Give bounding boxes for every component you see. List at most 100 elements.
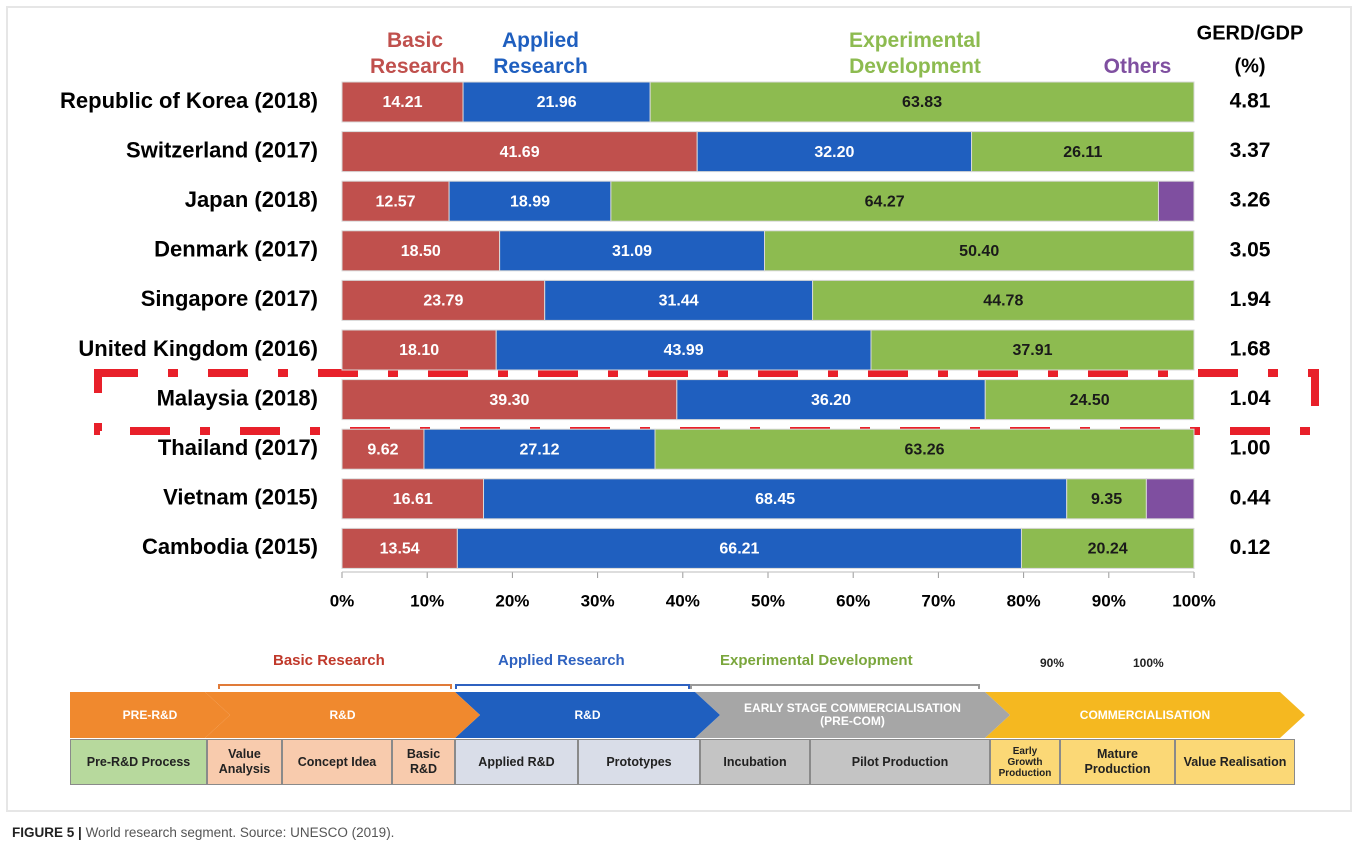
data-label: 39.30	[489, 392, 529, 409]
bar-segment	[341, 527, 458, 569]
bar-segment	[1157, 180, 1195, 222]
stage-label: Applied Research	[498, 652, 625, 669]
bar-segment	[483, 478, 1068, 520]
stage-label: Basic Research	[273, 652, 385, 669]
gerd-value: 1.00	[1230, 437, 1271, 460]
data-label: 27.12	[519, 441, 559, 458]
step-box: Basic R&D	[392, 739, 455, 785]
data-label: 63.83	[902, 94, 942, 111]
step-box: Incubation	[700, 739, 810, 785]
bracket	[455, 684, 690, 689]
gerd-value: 1.94	[1230, 288, 1271, 311]
step-box: Early Growth Production	[990, 739, 1060, 785]
phase-arrow: COMMERCIALISATION	[985, 692, 1305, 738]
step-box: Pilot Production	[810, 739, 990, 785]
gerd-unit: (%)	[1234, 55, 1265, 77]
gerd-value: 3.26	[1230, 189, 1271, 212]
bar-segment	[341, 180, 450, 222]
stage-label: 90%	[1040, 656, 1065, 670]
bar-segment	[1066, 478, 1147, 520]
chart: GERD/GDP (%) 0% 10% 20% 30% 40% 50% 60% 70% 80% 9…	[60, 22, 1319, 610]
data-label: 14.21	[383, 94, 423, 111]
data-label: 41.69	[500, 144, 540, 161]
gerd-value: 4.81	[1230, 90, 1271, 113]
bar-segment	[499, 230, 766, 272]
y-tick-label: Switzerland (2017)	[126, 137, 318, 162]
bar-segment	[610, 180, 1159, 222]
phase-arrow: R&D	[455, 692, 720, 738]
caption-label: FIGURE 5 |	[12, 825, 82, 840]
data-label: 9.62	[367, 441, 398, 458]
x-tick-label: 60%	[836, 591, 870, 610]
stage-label: Experimental Development	[720, 652, 913, 669]
data-label: 44.78	[983, 293, 1023, 310]
data-label: 31.09	[612, 243, 652, 260]
gerd-value: 0.12	[1230, 536, 1271, 559]
bar-segment	[544, 279, 814, 321]
data-label: 16.61	[393, 491, 433, 508]
data-label: 24.50	[1070, 392, 1110, 409]
bar-segment	[870, 329, 1195, 371]
bar-segment	[984, 379, 1195, 421]
data-label: 18.10	[399, 342, 439, 359]
caption-text: World research segment. Source: UNESCO (…	[85, 825, 395, 840]
x-tick-label: 10%	[410, 591, 444, 610]
x-tick-label: 90%	[1092, 591, 1126, 610]
bar-segment	[341, 279, 546, 321]
bracket	[690, 684, 980, 689]
y-tick-label: Japan (2018)	[185, 187, 318, 212]
data-label: 26.11	[1063, 144, 1102, 161]
stage-label: 100%	[1133, 656, 1164, 670]
y-tick-label: Thailand (2017)	[158, 435, 318, 460]
gerd-value: 0.44	[1230, 486, 1271, 509]
bar-segment	[341, 478, 485, 520]
bar-segment	[764, 230, 1195, 272]
y-tick-label: Malaysia (2018)	[157, 385, 318, 410]
data-label: 32.20	[814, 144, 854, 161]
bar-segment	[341, 329, 497, 371]
gerd-value: 3.05	[1230, 238, 1271, 261]
y-tick-label: Republic of Korea (2018)	[60, 88, 318, 113]
gerd-value: 1.04	[1230, 387, 1271, 410]
step-box: Concept Idea	[282, 739, 392, 785]
data-label: 9.35	[1091, 491, 1122, 508]
data-label: 20.24	[1088, 541, 1128, 558]
bar-segment	[649, 81, 1195, 123]
data-label: 66.21	[719, 541, 759, 558]
x-tick-label: 30%	[581, 591, 615, 610]
x-tick-label: 20%	[495, 591, 529, 610]
y-tick-label: Cambodia (2015)	[142, 534, 318, 559]
step-box: Value Realisation	[1175, 739, 1295, 785]
gerd-title: GERD/GDP	[1197, 22, 1304, 44]
gerd-value: 1.68	[1230, 338, 1271, 361]
data-label: 23.79	[423, 293, 463, 310]
data-label: 37.91	[1012, 342, 1052, 359]
gerd-value: 3.37	[1230, 139, 1271, 162]
bar-segment	[495, 329, 872, 371]
bar-segment	[341, 230, 501, 272]
data-label: 18.50	[401, 243, 441, 260]
caption: FIGURE 5 | World research segment. Sourc…	[12, 825, 394, 840]
y-tick-label: Singapore (2017)	[141, 286, 318, 311]
bar-segment	[971, 131, 1195, 173]
bar-segment	[423, 428, 656, 470]
legend-label: Applied Research	[493, 29, 588, 78]
bar-segment	[456, 527, 1022, 569]
figure-frame	[6, 6, 1352, 812]
x-tick-label: 50%	[751, 591, 785, 610]
phase-arrow: EARLY STAGE COMMERCIALISATION (PRE-COM)	[695, 692, 1010, 738]
step-box: Prototypes	[578, 739, 700, 785]
y-tick-label: Vietnam (2015)	[163, 485, 318, 510]
data-label: 21.96	[537, 94, 577, 111]
step-box: Applied R&D	[455, 739, 578, 785]
step-box: Value Analysis	[207, 739, 282, 785]
phase-arrow: PRE-R&D	[70, 692, 230, 738]
data-label: 63.26	[904, 441, 944, 458]
x-tick-label: 80%	[1007, 591, 1041, 610]
legend-label: Others	[1103, 55, 1172, 78]
legend-label: Experimental Development	[849, 29, 981, 78]
bar-segment	[1145, 478, 1195, 520]
x-tick-label: 70%	[921, 591, 955, 610]
y-tick-label: United Kingdom (2016)	[78, 336, 318, 361]
